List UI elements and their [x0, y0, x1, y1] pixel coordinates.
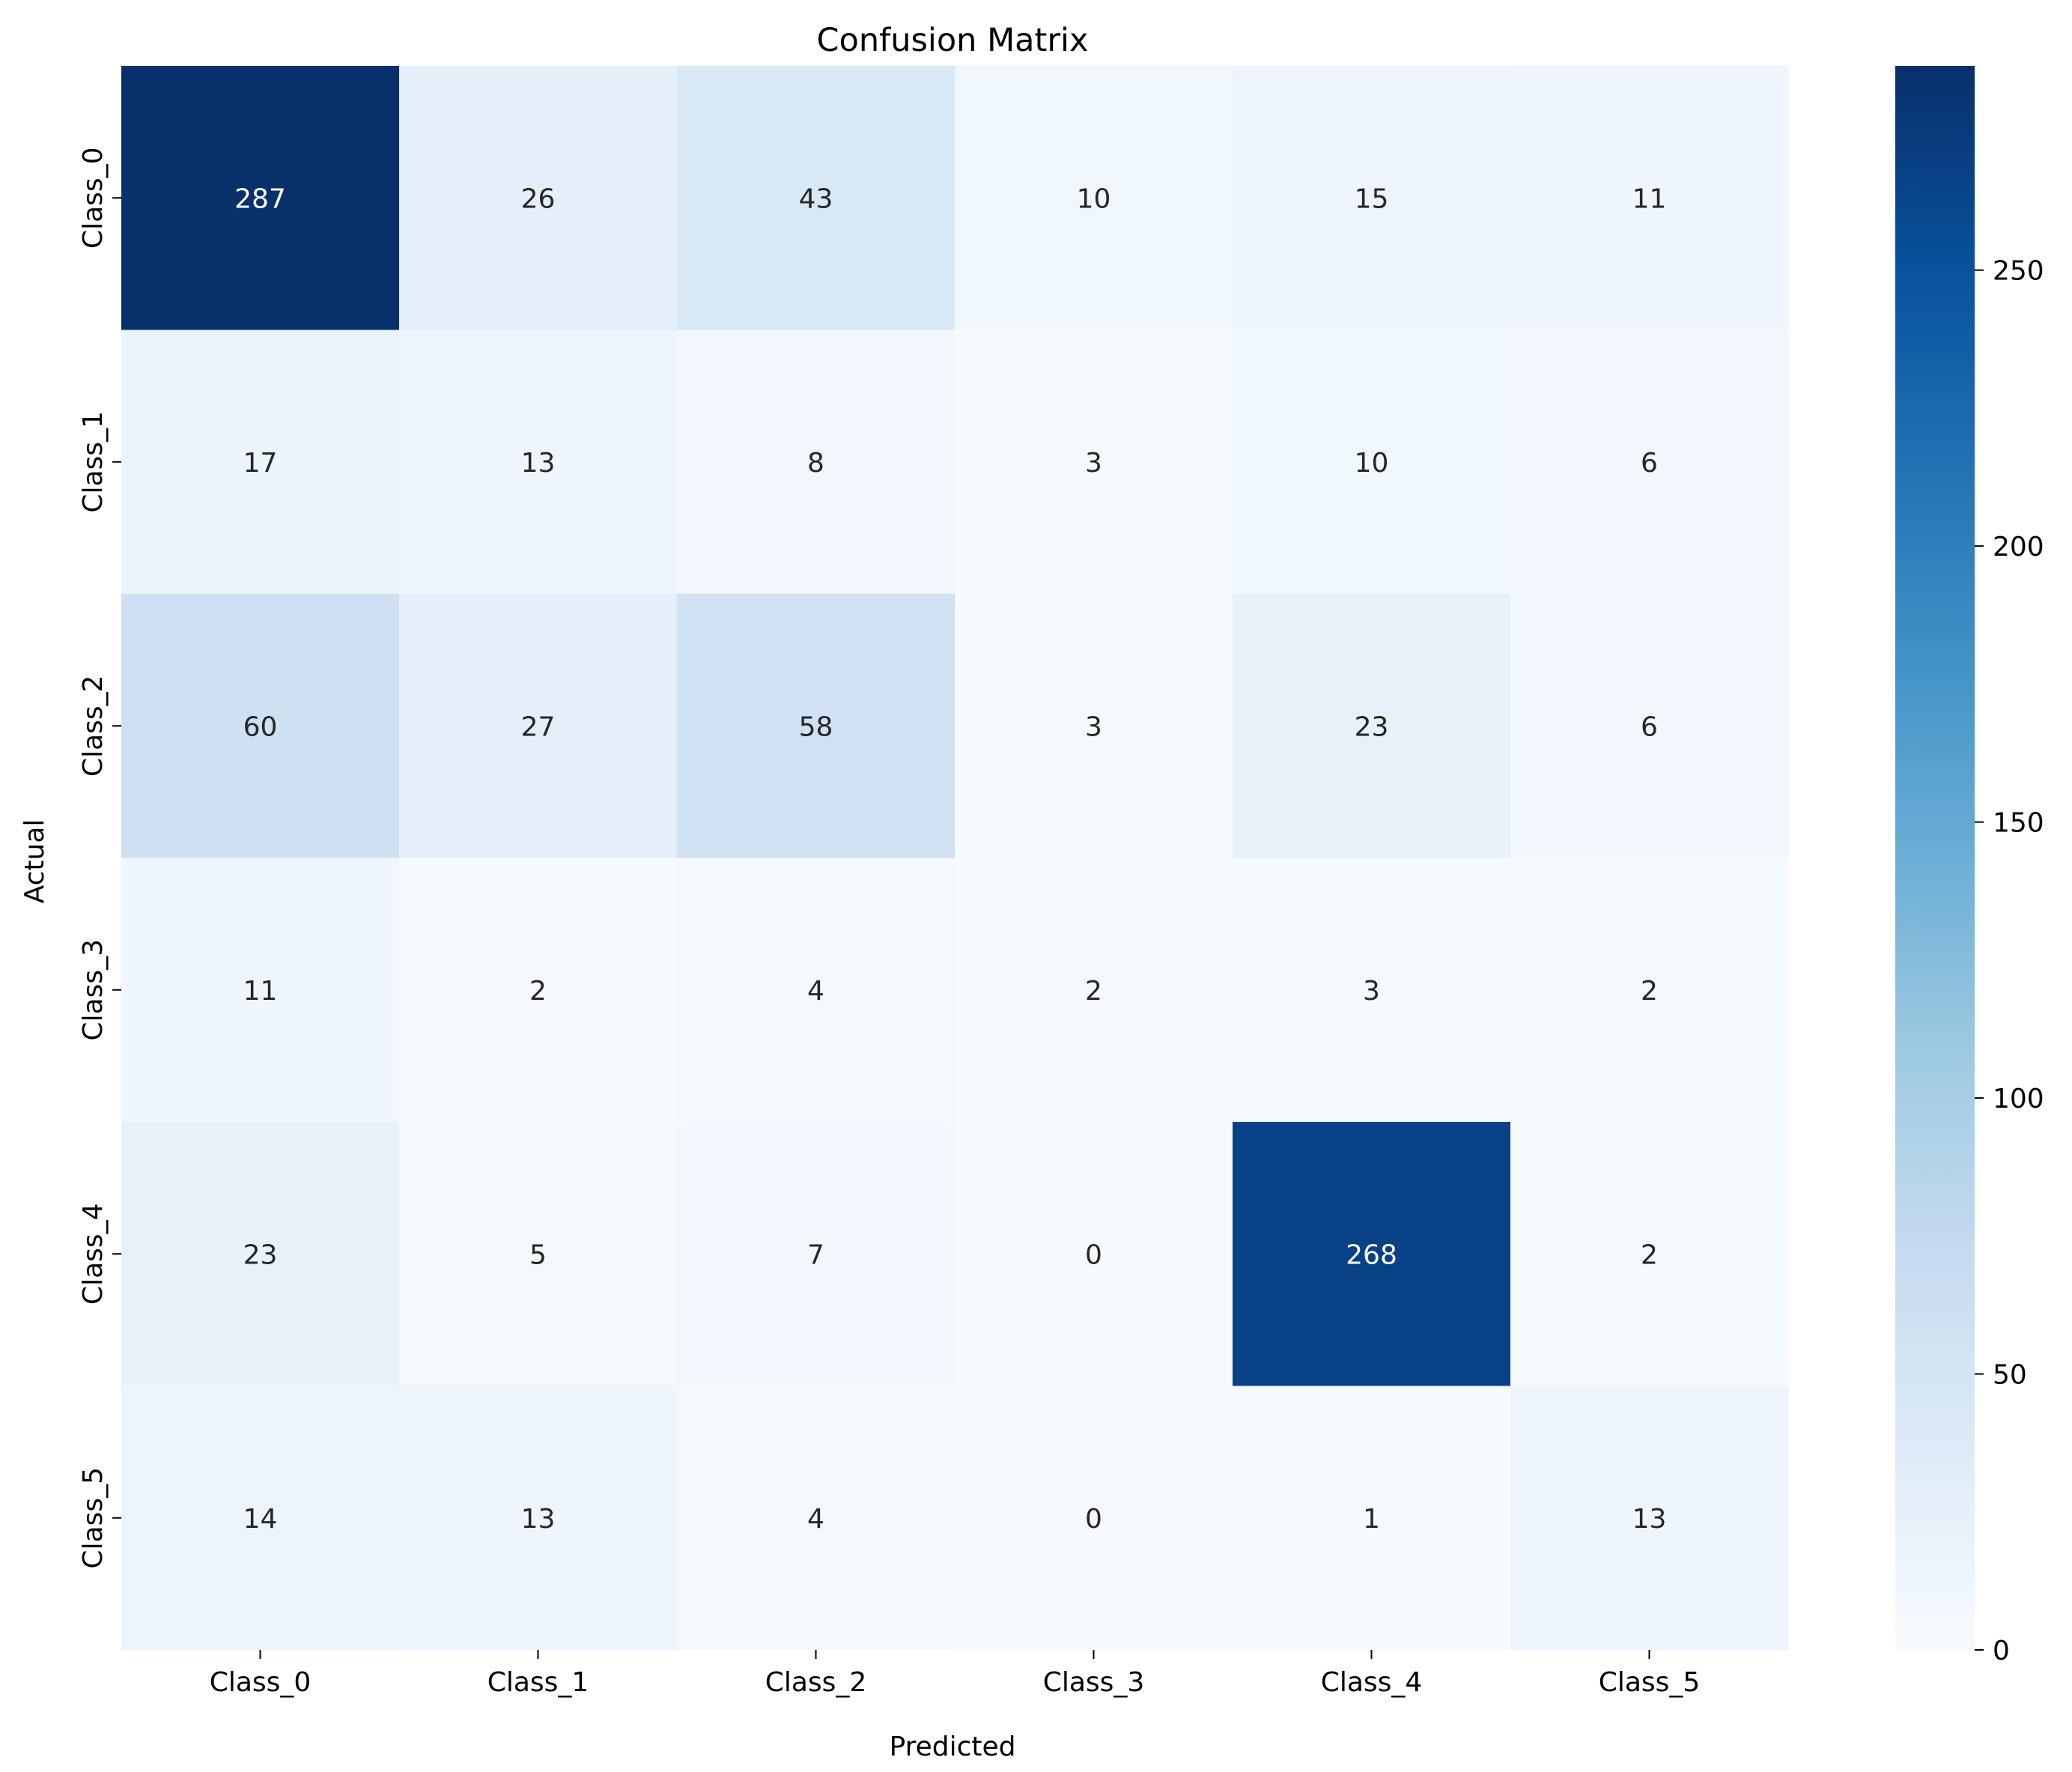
cell-value-4-4: 268: [1346, 1240, 1397, 1270]
heatmap-cell-0-0: [121, 66, 400, 330]
colorbar-tick-label-3: 150: [1993, 808, 2044, 839]
cell-value-5-1: 13: [521, 1504, 556, 1535]
cell-value-5-2: 4: [807, 1504, 824, 1535]
cell-value-5-3: 0: [1085, 1504, 1102, 1535]
colorbar-tick-label-2: 100: [1993, 1084, 2044, 1114]
heatmap-cell-5-4: [1233, 1386, 1511, 1651]
colorbar-tick-label-0: 0: [1993, 1636, 2010, 1666]
heatmap-cell-1-3: [955, 330, 1233, 595]
heatmap-cell-3-2: [677, 858, 956, 1123]
cell-value-4-5: 2: [1641, 1240, 1658, 1270]
heatmap-cell-4-1: [399, 1122, 678, 1386]
cell-value-2-5: 6: [1641, 711, 1658, 742]
heatmap-cell-2-4: [1233, 594, 1511, 858]
heatmap-cell-2-0: [121, 594, 400, 858]
y-tick-label-4: Class_4: [78, 1203, 109, 1305]
heatmap-cell-5-5: [1510, 1386, 1789, 1651]
cell-value-0-0: 287: [234, 183, 286, 214]
cell-value-1-3: 3: [1085, 448, 1102, 479]
cell-value-3-4: 3: [1363, 976, 1380, 1007]
cell-value-3-1: 2: [529, 976, 547, 1007]
heatmap-cell-3-1: [399, 858, 678, 1123]
heatmap-cell-0-1: [399, 66, 678, 330]
heatmap-cell-3-0: [121, 858, 400, 1123]
colorbar-tick-label-4: 200: [1993, 532, 2044, 562]
cell-value-5-4: 1: [1363, 1504, 1380, 1535]
x-tick-label-3: Class_3: [1043, 1667, 1145, 1698]
heatmap-cell-0-2: [677, 66, 956, 330]
cell-value-2-4: 23: [1355, 711, 1389, 742]
y-tick-label-1: Class_1: [78, 411, 109, 513]
heatmap-cell-3-3: [955, 858, 1233, 1123]
cell-value-4-2: 7: [807, 1240, 824, 1270]
heatmap-cell-2-2: [677, 594, 956, 858]
x-tick-label-1: Class_1: [487, 1667, 589, 1698]
cell-value-1-4: 10: [1355, 448, 1389, 479]
heatmap-cell-5-0: [121, 1386, 400, 1651]
cell-value-0-5: 11: [1632, 183, 1667, 214]
cell-value-3-0: 11: [243, 976, 278, 1007]
chart-title: Confusion Matrix: [817, 22, 1089, 59]
cell-value-0-4: 15: [1355, 183, 1389, 214]
cell-value-2-2: 58: [799, 711, 833, 742]
cell-value-3-5: 2: [1641, 976, 1658, 1007]
cell-value-0-2: 43: [799, 183, 833, 214]
cell-value-4-1: 5: [529, 1240, 547, 1270]
cell-value-5-5: 13: [1632, 1504, 1667, 1535]
y-tick-label-5: Class_5: [78, 1467, 109, 1569]
heatmap-cell-1-0: [121, 330, 400, 595]
heatmap-cell-4-5: [1510, 1122, 1789, 1386]
heatmap-cell-4-4: [1233, 1122, 1511, 1386]
cell-value-2-0: 60: [243, 711, 278, 742]
heatmap-cell-4-3: [955, 1122, 1233, 1386]
heatmap-cell-5-3: [955, 1386, 1233, 1651]
heatmap-cell-4-0: [121, 1122, 400, 1386]
cell-value-0-1: 26: [521, 183, 556, 214]
colorbar-tick-label-1: 50: [1993, 1360, 2027, 1391]
colorbar: 0 50 100 150 200 250: [1895, 66, 2044, 1666]
heatmap-cell-1-2: [677, 330, 956, 595]
x-axis-ticks: Class_0 Class_1 Class_2 Class_3 Class_4 Class…: [210, 1650, 1701, 1698]
x-tick-label-5: Class_5: [1599, 1667, 1701, 1698]
heatmap-cell-0-4: [1233, 66, 1511, 330]
y-axis-label: Actual: [19, 819, 50, 904]
x-tick-label-0: Class_0: [210, 1667, 312, 1698]
y-tick-label-0: Class_0: [78, 147, 109, 249]
heatmap-cell-4-2: [677, 1122, 956, 1386]
heatmap-cell-1-1: [399, 330, 678, 595]
heatmap-cell-3-4: [1233, 858, 1511, 1123]
cell-value-1-2: 8: [807, 448, 824, 479]
cell-value-1-1: 13: [521, 448, 556, 479]
heatmap-cell-3-5: [1510, 858, 1789, 1123]
cell-value-1-5: 6: [1641, 448, 1658, 479]
colorbar-tick-label-5: 250: [1993, 256, 2044, 287]
heatmap-cell-5-2: [677, 1386, 956, 1651]
x-tick-label-2: Class_2: [765, 1667, 867, 1698]
heatmap-cell-0-5: [1510, 66, 1789, 330]
y-tick-label-3: Class_3: [78, 939, 109, 1041]
x-axis-label: Predicted: [890, 1732, 1016, 1762]
cell-value-2-3: 3: [1085, 711, 1102, 742]
heatmap-cell-2-1: [399, 594, 678, 858]
x-tick-label-4: Class_4: [1321, 1667, 1423, 1698]
cell-value-0-3: 10: [1077, 183, 1111, 214]
cell-value-3-2: 4: [807, 976, 824, 1007]
heatmap-cell-2-5: [1510, 594, 1789, 858]
heatmap-cell-2-3: [955, 594, 1233, 858]
cell-value-5-0: 14: [243, 1504, 278, 1535]
cell-value-2-1: 27: [521, 711, 556, 742]
colorbar-gradient: [1895, 66, 1975, 1650]
heatmap-cell-0-3: [955, 66, 1233, 330]
cell-value-4-0: 23: [243, 1240, 278, 1270]
y-tick-label-2: Class_2: [78, 675, 109, 777]
heatmap-cell-1-4: [1233, 330, 1511, 595]
y-axis-ticks: Class_0 Class_1 Class_2 Class_3 Class_4 Class…: [78, 147, 121, 1569]
heatmap-cell-5-1: [399, 1386, 678, 1651]
cell-value-1-0: 17: [243, 448, 278, 479]
cell-value-3-3: 2: [1085, 976, 1102, 1007]
heatmap-cell-1-5: [1510, 330, 1789, 595]
cell-value-4-3: 0: [1085, 1240, 1102, 1270]
